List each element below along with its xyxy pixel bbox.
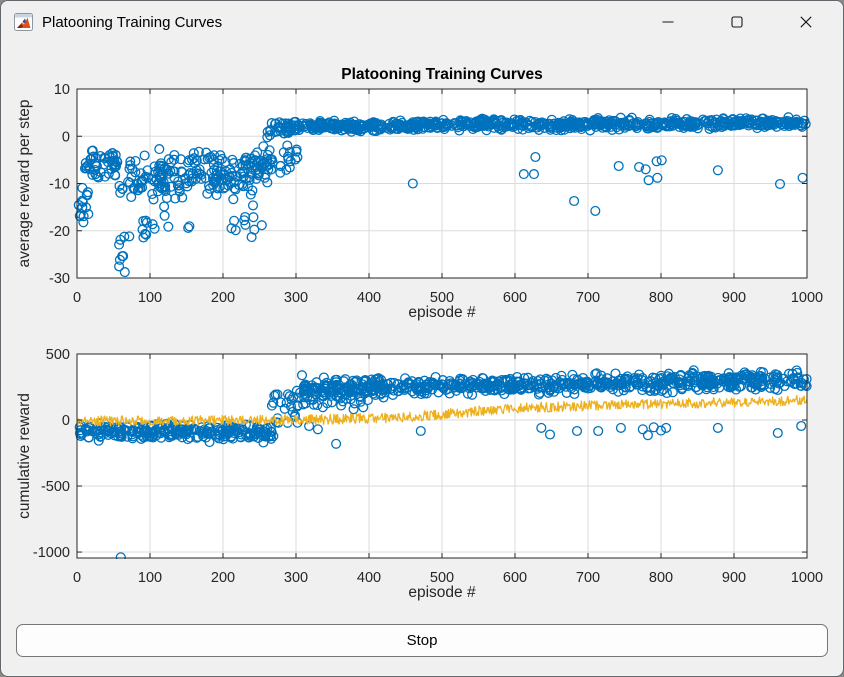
- x-tick-label: 800: [649, 570, 673, 586]
- x-tick-label: 700: [576, 290, 600, 306]
- y-tick-label: -20: [49, 224, 70, 240]
- window-title: Platooning Training Curves: [42, 13, 223, 31]
- y-tick-label: 500: [46, 347, 70, 363]
- close-button[interactable]: [771, 1, 840, 43]
- x-tick-label: 600: [503, 290, 527, 306]
- y-tick-label: -1000: [33, 545, 70, 561]
- y-tick-label: -500: [41, 479, 70, 495]
- minimize-button[interactable]: [633, 1, 702, 43]
- x-axis-label: episode #: [408, 304, 476, 321]
- y-tick-label: 0: [62, 129, 70, 145]
- x-tick-label: 1000: [791, 290, 823, 306]
- x-tick-label: 500: [430, 570, 454, 586]
- maximize-icon: [730, 16, 743, 28]
- y-tick-label: -30: [49, 271, 70, 287]
- minimize-icon: [662, 21, 673, 23]
- x-axis-label: episode #: [408, 584, 476, 601]
- y-axis-label: cumulative reward: [16, 393, 33, 519]
- x-tick-label: 300: [284, 570, 308, 586]
- bottom-plot-cumulative-reward-data: [74, 365, 812, 559]
- stop-button[interactable]: Stop: [16, 624, 828, 657]
- y-axis-label: average reward per step: [16, 99, 33, 267]
- y-tick-label: -10: [49, 177, 70, 193]
- y-tick-label: 10: [54, 82, 70, 98]
- x-tick-label: 0: [73, 570, 81, 586]
- x-tick-label: 900: [722, 290, 746, 306]
- x-tick-label: 100: [138, 290, 162, 306]
- x-tick-label: 800: [649, 290, 673, 306]
- matlab-logo-icon: [14, 13, 33, 31]
- x-tick-label: 500: [430, 290, 454, 306]
- x-tick-label: 100: [138, 570, 162, 586]
- x-tick-label: 700: [576, 570, 600, 586]
- x-tick-label: 300: [284, 290, 308, 306]
- x-tick-label: 400: [357, 570, 381, 586]
- top-plot-average-reward-data: [73, 112, 811, 278]
- y-tick-label: 0: [62, 413, 70, 429]
- bottom-plot-cumulative-reward: 0 100 200 300 400 500 600 700 800 900 1000 500 0 -500…: [16, 347, 823, 601]
- top-plot-average-reward: 0 100 200 300 400 500 600 700 800 900 1000100-10-2…: [16, 66, 823, 321]
- x-tick-label: 200: [211, 570, 235, 586]
- x-tick-label: 400: [357, 290, 381, 306]
- chart-title: Platooning Training Curves: [341, 66, 543, 83]
- x-tick-label: 200: [211, 290, 235, 306]
- window-controls: [633, 1, 840, 43]
- titlebar: Platooning Training Curves: [1, 1, 843, 43]
- x-tick-label: 600: [503, 570, 527, 586]
- x-tick-label: 0: [73, 290, 81, 306]
- maximize-button[interactable]: [702, 1, 771, 43]
- close-icon: [799, 16, 812, 28]
- x-tick-label: 1000: [791, 570, 823, 586]
- x-tick-label: 900: [722, 570, 746, 586]
